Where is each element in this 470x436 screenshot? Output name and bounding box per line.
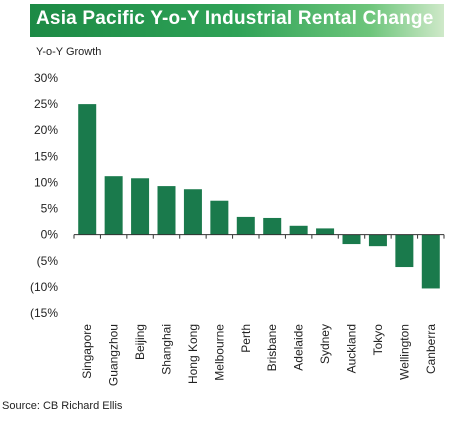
bar (316, 228, 335, 235)
x-tick-label: Brisbane (265, 324, 279, 372)
y-tick-label: 10% (34, 175, 58, 189)
y-axis-label: Y-o-Y Growth (36, 46, 102, 58)
bar (395, 234, 414, 268)
bar (210, 200, 229, 235)
bar (236, 216, 255, 235)
x-tick-label: Guangzhou (107, 324, 121, 386)
bar (263, 217, 282, 235)
x-tick-label: Canberra (424, 324, 438, 374)
y-tick-label: 25% (34, 97, 58, 111)
y-tick-label: 5% (41, 202, 59, 216)
chart-title: Asia Pacific Y-o-Y Industrial Rental Cha… (36, 8, 434, 29)
x-tick-label: Hong Kong (186, 324, 200, 384)
bar (289, 225, 308, 235)
bar-chart: 30% 25% 20% 15% 10% 5% 0% (5% (10% (15% Singapore G… (30, 71, 445, 386)
source-note: Source: CB Richard Ellis (2, 400, 123, 412)
bar (104, 176, 123, 235)
y-tick-label: 20% (34, 123, 58, 137)
bar (131, 178, 150, 235)
x-tick-label: Melbourne (212, 324, 226, 381)
bar (368, 234, 387, 247)
x-tick-label: Shanghai (160, 324, 174, 375)
y-tick-label: (15% (30, 306, 58, 320)
x-tick-label: Wellington (397, 324, 411, 380)
y-tick-label: 0% (41, 228, 59, 242)
bar (78, 104, 97, 235)
y-tick-label: 15% (34, 149, 58, 163)
title-banner: Asia Pacific Y-o-Y Industrial Rental Cha… (30, 4, 444, 37)
bar (421, 234, 440, 289)
x-tick-label: Auckland (345, 324, 359, 373)
x-tick-label: Perth (239, 324, 253, 353)
y-tick-label: 30% (34, 71, 58, 85)
bar (342, 234, 361, 245)
x-tick-label: Singapore (80, 324, 94, 379)
bar (183, 189, 202, 235)
x-tick-label: Tokyo (371, 324, 385, 356)
x-tick-label: Adelaide (292, 324, 306, 371)
x-tick-label: Sydney (318, 324, 332, 364)
y-tick-label: (5% (37, 254, 59, 268)
y-tick-label: (10% (30, 280, 58, 294)
x-tick-label: Beijing (133, 324, 147, 360)
bar (157, 186, 176, 235)
